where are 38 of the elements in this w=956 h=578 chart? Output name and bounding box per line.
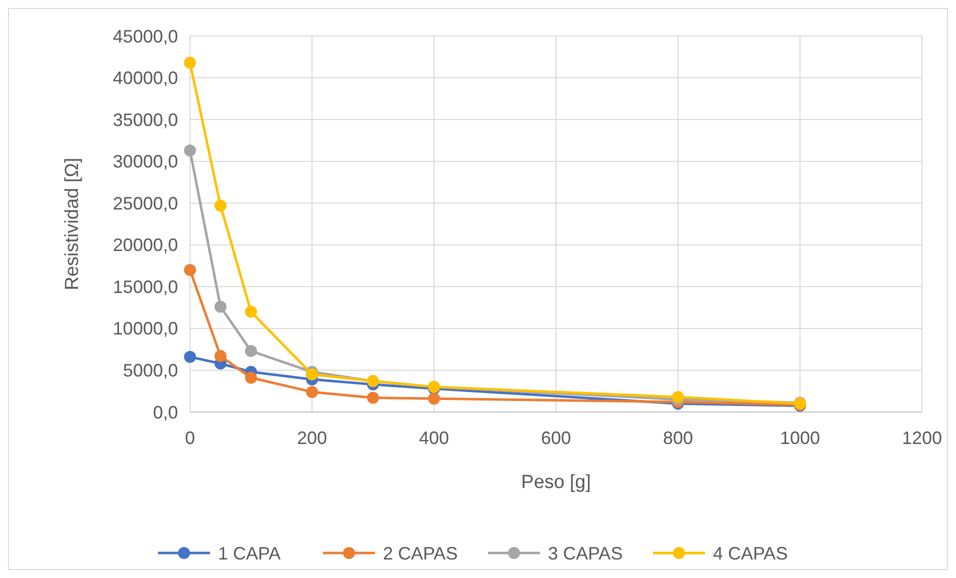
x-tick-label: 0 bbox=[184, 428, 196, 448]
y-tick-label: 45000,0 bbox=[112, 26, 178, 46]
legend-label: 1 CAPA bbox=[218, 543, 281, 564]
point bbox=[306, 368, 318, 380]
y-tick-label: 30000,0 bbox=[112, 152, 178, 172]
x-tick-label: 400 bbox=[418, 428, 450, 448]
point bbox=[306, 386, 318, 398]
x-tick-label: 200 bbox=[296, 428, 328, 448]
point bbox=[184, 144, 196, 156]
x-tick-label: 1000 bbox=[780, 428, 820, 448]
point bbox=[245, 372, 257, 384]
legend-label: 2 CAPAS bbox=[383, 543, 458, 564]
y-tick-label: 10000,0 bbox=[112, 318, 178, 339]
y-axis-title: Resistividad [Ω] bbox=[62, 158, 83, 290]
point bbox=[245, 345, 257, 358]
y-tick-label: 0,0 bbox=[152, 402, 178, 422]
point bbox=[428, 392, 440, 405]
x-tick-label: 800 bbox=[662, 428, 694, 448]
point bbox=[214, 200, 226, 212]
point bbox=[184, 350, 196, 363]
y-tick-label: 40000,0 bbox=[112, 68, 178, 88]
point bbox=[214, 300, 226, 313]
y-tick-label: 15000,0 bbox=[112, 276, 178, 297]
point bbox=[367, 392, 379, 404]
x-axis-title: Peso [g] bbox=[521, 472, 591, 493]
point bbox=[214, 350, 226, 362]
x-tick-label: 1200 bbox=[902, 428, 942, 448]
point bbox=[245, 306, 257, 318]
x-tick-label: 600 bbox=[540, 428, 572, 448]
legend-label: 4 CAPAS bbox=[713, 543, 788, 564]
point bbox=[184, 264, 196, 276]
point bbox=[184, 56, 196, 69]
y-tick-label: 5000,0 bbox=[122, 360, 178, 381]
y-tick-label: 35000,0 bbox=[112, 110, 178, 130]
legend-label: 3 CAPAS bbox=[548, 543, 623, 564]
y-tick-label: 25000,0 bbox=[112, 193, 178, 214]
point bbox=[672, 390, 684, 403]
y-tick-label: 20000,0 bbox=[112, 235, 178, 256]
